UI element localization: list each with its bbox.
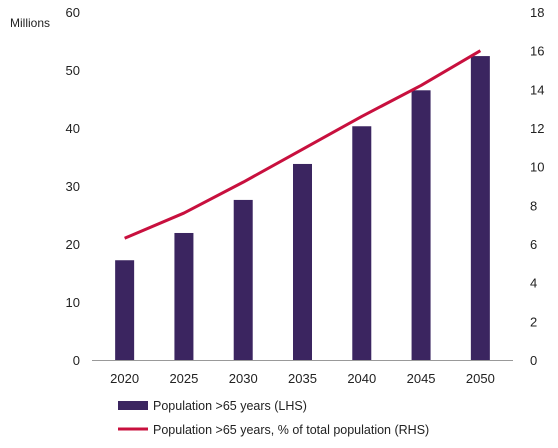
bar-2020 <box>115 260 135 360</box>
x-tick-label: 2025 <box>169 371 198 386</box>
right-tick-label: 16 <box>530 44 544 59</box>
bar-2040 <box>352 126 372 360</box>
legend: Population >65 years (LHS) Population >6… <box>118 399 429 437</box>
left-axis-ticks: 0 10 20 30 40 50 60 <box>66 5 80 368</box>
left-tick-label: 30 <box>66 179 80 194</box>
bar-2025 <box>174 232 194 360</box>
right-axis-ticks: 0 2 4 6 8 10 12 14 16 18 <box>530 5 544 368</box>
right-tick-label: 6 <box>530 237 537 252</box>
right-tick-label: 2 <box>530 314 537 329</box>
x-axis-ticks: 2020 2025 2030 2035 2040 2045 2050 <box>110 371 495 386</box>
right-tick-label: 10 <box>530 160 544 175</box>
left-axis-label: Millions <box>10 16 50 30</box>
left-tick-label: 40 <box>66 121 80 136</box>
x-tick-label: 2040 <box>347 371 376 386</box>
right-tick-label: 18 <box>530 5 544 20</box>
left-tick-label: 50 <box>66 63 80 78</box>
right-tick-label: 4 <box>530 276 537 291</box>
left-tick-label: 60 <box>66 5 80 20</box>
left-tick-label: 20 <box>66 237 80 252</box>
x-tick-label: 2020 <box>110 371 139 386</box>
x-tick-label: 2030 <box>229 371 258 386</box>
right-tick-label: 8 <box>530 198 537 213</box>
bar-2045 <box>411 90 431 361</box>
x-tick-label: 2050 <box>466 371 495 386</box>
right-tick-label: 12 <box>530 121 544 136</box>
x-tick-label: 2035 <box>288 371 317 386</box>
bars <box>115 56 490 361</box>
bar-2035 <box>293 163 312 360</box>
left-tick-label: 10 <box>66 295 80 310</box>
bar-2050 <box>470 56 490 360</box>
bar-2030 <box>233 199 253 360</box>
legend-label-line: Population >65 years, % of total populat… <box>153 423 429 437</box>
legend-swatch-bars <box>118 401 148 410</box>
left-tick-label: 0 <box>73 353 80 368</box>
right-tick-label: 0 <box>530 353 537 368</box>
right-tick-label: 14 <box>530 82 544 97</box>
legend-label-bars: Population >65 years (LHS) <box>153 399 307 413</box>
x-tick-label: 2045 <box>407 371 436 386</box>
